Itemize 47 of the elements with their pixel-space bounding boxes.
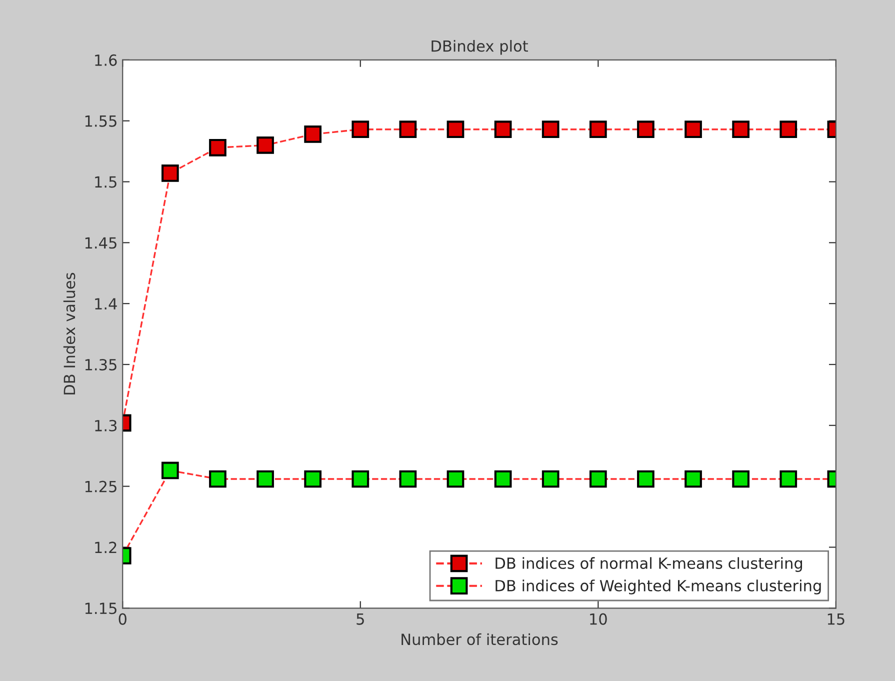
point xyxy=(732,120,750,138)
chart-title: DBindex plot xyxy=(432,40,528,55)
x-axis-title: Number of iterations xyxy=(402,633,558,646)
point xyxy=(209,470,226,488)
point xyxy=(732,470,750,488)
y-tick-label: 1.25 xyxy=(85,480,116,492)
point xyxy=(352,120,370,138)
point xyxy=(209,138,226,156)
point xyxy=(542,120,560,138)
point xyxy=(161,462,179,480)
point xyxy=(637,120,654,138)
point xyxy=(399,120,417,138)
legend-label: DB indices of normal K-means clustering xyxy=(496,557,802,572)
y-tick-label: 1.55 xyxy=(85,116,116,127)
y-tick-label: 1.3 xyxy=(95,420,117,432)
point xyxy=(446,120,464,138)
point xyxy=(256,136,274,154)
y-tick-label: 1.5 xyxy=(95,176,116,188)
point xyxy=(446,470,464,488)
legend-label: DB indices of Weighted K-means clustering xyxy=(496,580,821,594)
x-tick-label: 5 xyxy=(356,613,364,625)
point xyxy=(589,120,607,138)
y-tick-label: 1.35 xyxy=(85,358,116,371)
point xyxy=(780,470,798,488)
point xyxy=(304,126,322,143)
y-tick-label: 1.6 xyxy=(95,54,117,66)
y-tick-label: 1.2 xyxy=(95,542,116,554)
y-tick-label: 1.4 xyxy=(95,298,117,310)
point xyxy=(780,120,798,138)
point xyxy=(494,120,512,138)
point xyxy=(352,470,370,488)
point xyxy=(684,470,702,488)
point xyxy=(256,470,274,488)
point xyxy=(161,164,179,182)
y-tick-label: 1.45 xyxy=(85,237,116,249)
x-tick-label: 10 xyxy=(590,613,607,625)
point xyxy=(589,470,607,488)
point xyxy=(542,470,560,488)
x-tick-label: 0 xyxy=(118,613,126,625)
point xyxy=(637,470,654,488)
point xyxy=(399,470,417,488)
y-tick-label: 1.15 xyxy=(85,602,116,614)
point xyxy=(304,470,322,488)
point xyxy=(684,120,702,138)
y-axis-title: DB Index values xyxy=(63,272,76,394)
point xyxy=(494,470,512,488)
x-tick-label: 15 xyxy=(828,613,844,625)
